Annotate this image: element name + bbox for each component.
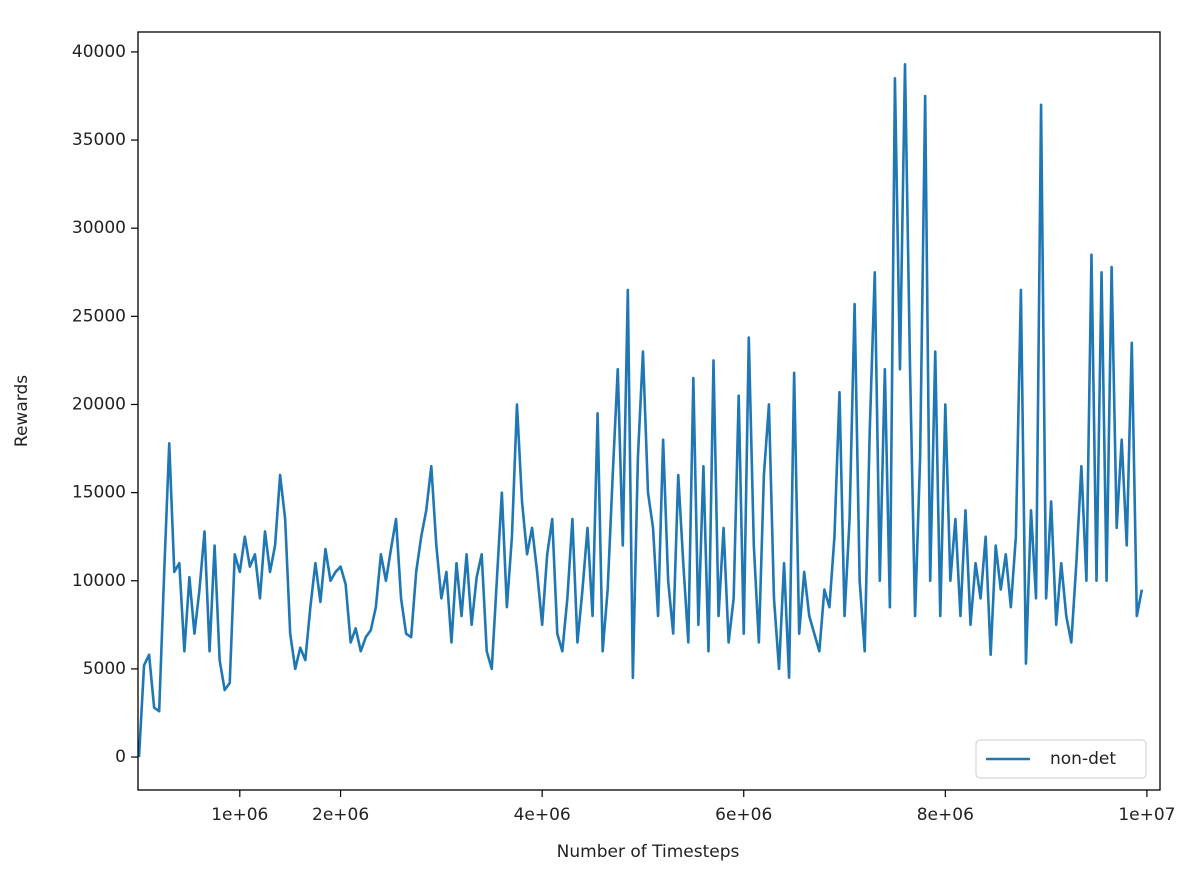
- y-tick-label: 40000: [72, 42, 126, 62]
- x-tick-label: 1e+06: [211, 805, 268, 825]
- legend-label: non-det: [1050, 749, 1116, 769]
- x-tick-label: 6e+06: [715, 805, 772, 825]
- x-tick-label: 1e+07: [1118, 805, 1175, 825]
- y-tick-label: 35000: [72, 130, 126, 150]
- y-axis-label: Rewards: [12, 375, 32, 447]
- y-tick-label: 10000: [72, 571, 126, 591]
- x-tick-label: 2e+06: [312, 805, 369, 825]
- y-tick-label: 20000: [72, 394, 126, 414]
- legend-box: [975, 739, 1147, 779]
- plot-frame: [137, 31, 1161, 791]
- x-axis-label: Number of Timesteps: [557, 842, 740, 862]
- y-tick-label: 30000: [72, 218, 126, 238]
- y-tick-label: 15000: [72, 483, 126, 503]
- y-tick-label: 25000: [72, 306, 126, 326]
- x-tick-label: 4e+06: [514, 805, 571, 825]
- data-line: [137, 62, 1144, 758]
- y-tick-label: 0: [115, 747, 126, 767]
- y-tick-label: 5000: [83, 659, 126, 679]
- x-tick-label: 8e+06: [917, 805, 974, 825]
